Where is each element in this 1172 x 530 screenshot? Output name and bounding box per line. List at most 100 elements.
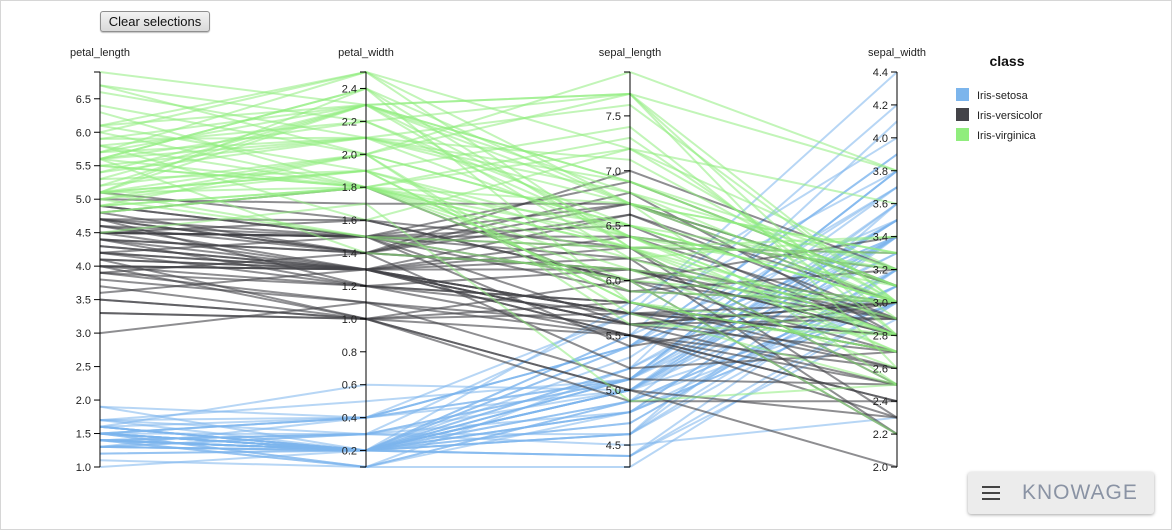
legend-swatch [956, 88, 969, 101]
series-line-iris-virginica-19 [99, 198, 898, 435]
series-line-iris-setosa-48 [99, 186, 898, 452]
series-line-iris-virginica-45 [99, 103, 898, 304]
series-line-iris-virginica-40 [99, 87, 898, 287]
knowage-toolbar: KNOWAGE [968, 472, 1154, 514]
knowage-logo: KNOWAGE [1022, 481, 1138, 504]
legend: class Iris-setosa Iris-versicolor Iris-vir… [956, 53, 1043, 142]
axis-title-sepal_length: sepal_length [599, 47, 661, 59]
tick-label-petal_length: 6.0 [76, 127, 91, 139]
axes: petal_length 1.0 1.5 2.0 2.5 3.0 3.5 4.0 4.5 5.0 5… [70, 47, 926, 474]
series-line-iris-versicolor-29 [99, 298, 898, 370]
axis-title-petal_length: petal_length [70, 47, 130, 59]
series-line-iris-setosa-13 [99, 301, 898, 468]
tick-label-petal_width: 1.6 [342, 215, 357, 227]
legend-label: Iris-virginica [977, 130, 1037, 142]
tick-label-sepal_length: 4.5 [606, 440, 621, 452]
tick-label-petal_length: 2.0 [76, 395, 91, 407]
clear-selections-button[interactable]: Clear selections [100, 11, 210, 32]
tick-label-sepal_width: 2.6 [873, 363, 888, 375]
series-line-iris-virginica-41 [99, 103, 898, 287]
series-line-iris-virginica-38 [99, 186, 898, 304]
series-line-iris-setosa-46 [99, 170, 898, 452]
tick-label-petal_length: 4.0 [76, 261, 91, 273]
series-line-iris-versicolor-23 [99, 218, 898, 337]
legend-label: Iris-versicolor [977, 110, 1043, 122]
tick-label-sepal_length: 6.5 [606, 221, 621, 233]
series-line-iris-versicolor-42 [99, 265, 898, 370]
tick-label-sepal_length: 5.0 [606, 385, 621, 397]
series-line-iris-virginica-44 [99, 70, 898, 254]
series-line-iris-virginica-29 [99, 144, 898, 304]
series-line-iris-setosa-42 [99, 268, 898, 458]
axis-petal_width[interactable]: petal_width 0.2 0.4 0.6 0.8 1.0 1.2 1.4 1.6 1.8 2.… [338, 47, 394, 468]
series-line-iris-virginica-46 [99, 169, 898, 386]
series-line-iris-virginica-34 [99, 158, 898, 370]
series-line-iris-virginica-43 [99, 103, 898, 271]
legend-item-iris-setosa[interactable]: Iris-setosa [956, 88, 1029, 102]
series-line-iris-virginica-11 [99, 169, 898, 353]
tick-label-sepal_length: 6.0 [606, 275, 621, 287]
legend-swatch [956, 128, 969, 141]
series-line-iris-versicolor-47 [99, 245, 898, 320]
series-line-iris-versicolor-40 [99, 238, 898, 370]
tick-label-petal_width: 2.0 [342, 149, 357, 161]
series-line-iris-setosa-43 [99, 219, 898, 428]
legend-item-iris-virginica[interactable]: Iris-virginica [956, 128, 1037, 142]
tick-label-sepal_length: 5.5 [606, 330, 621, 342]
hamburger-menu-icon[interactable] [982, 486, 1000, 500]
series-line-iris-virginica-49 [99, 186, 898, 304]
tick-label-petal_width: 2.2 [342, 116, 357, 128]
series-line-iris-versicolor-19 [99, 271, 898, 386]
series-line-iris-virginica-22 [99, 84, 898, 337]
tick-label-petal_width: 1.2 [342, 281, 357, 293]
data-lines [99, 70, 898, 469]
tick-label-petal_length: 3.5 [76, 295, 91, 307]
legend-label: Iris-setosa [977, 90, 1029, 102]
tick-label-sepal_width: 2.4 [873, 396, 888, 408]
axis-title-petal_width: petal_width [338, 47, 394, 59]
series-line-iris-versicolor-49 [99, 258, 898, 337]
legend-title: class [989, 53, 1024, 69]
tick-label-sepal_width: 2.0 [873, 462, 888, 474]
tick-label-sepal_width: 2.8 [873, 330, 888, 342]
series-line-iris-versicolor-31 [99, 285, 898, 403]
axis-sepal_width[interactable]: sepal_width 2.0 2.2 2.4 2.6 2.8 3.0 3.2 3.4 3.6 3.… [868, 47, 926, 474]
tick-label-sepal_width: 3.0 [873, 297, 888, 309]
tick-label-sepal_width: 3.4 [873, 232, 888, 244]
legend-item-iris-versicolor[interactable]: Iris-versicolor [956, 108, 1043, 122]
tick-label-petal_length: 1.0 [76, 462, 91, 474]
tick-label-petal_length: 6.5 [76, 94, 91, 106]
tick-label-petal_width: 0.8 [342, 347, 357, 359]
tick-label-sepal_width: 3.8 [873, 166, 888, 178]
tick-label-petal_width: 1.8 [342, 182, 357, 194]
series-line-iris-virginica-47 [99, 153, 898, 304]
tick-label-petal_length: 3.0 [76, 328, 91, 340]
series-line-iris-virginica-17 [99, 84, 898, 172]
series-line-iris-virginica-31 [99, 70, 898, 172]
series-line-iris-virginica-32 [99, 120, 898, 337]
tick-label-petal_length: 4.5 [76, 228, 91, 240]
tick-label-sepal_length: 7.0 [606, 166, 621, 178]
series-line-iris-versicolor-45 [99, 251, 898, 315]
series-line-iris-versicolor-48 [99, 301, 898, 386]
tick-label-petal_width: 0.4 [342, 413, 357, 425]
axis-title-sepal_width: sepal_width [868, 47, 926, 59]
series-line-iris-versicolor-35 [99, 219, 898, 282]
tick-label-sepal_width: 2.2 [873, 429, 888, 441]
tick-label-sepal_width: 4.0 [873, 133, 888, 145]
series-line-iris-virginica-35 [99, 92, 898, 304]
legend-swatch [956, 108, 969, 121]
series-line-iris-virginica-37 [99, 164, 898, 287]
tick-label-sepal_width: 3.2 [873, 265, 888, 277]
axis-petal_length[interactable]: petal_length 1.0 1.5 2.0 2.5 3.0 3.5 4.0 4.5 5.0 5… [70, 47, 130, 474]
tick-label-petal_length: 2.5 [76, 362, 91, 374]
tick-label-petal_width: 0.6 [342, 380, 357, 392]
tick-label-petal_length: 5.5 [76, 161, 91, 173]
tick-label-sepal_width: 3.6 [873, 199, 888, 211]
axis-sepal_length[interactable]: sepal_length 4.5 5.0 5.5 6.0 6.5 7.0 7.5 [599, 47, 661, 468]
tick-label-petal_width: 1.4 [342, 248, 357, 260]
tick-label-sepal_width: 4.4 [873, 67, 888, 79]
tick-label-sepal_length: 7.5 [606, 111, 621, 123]
series-line-iris-virginica-9 [99, 70, 898, 205]
